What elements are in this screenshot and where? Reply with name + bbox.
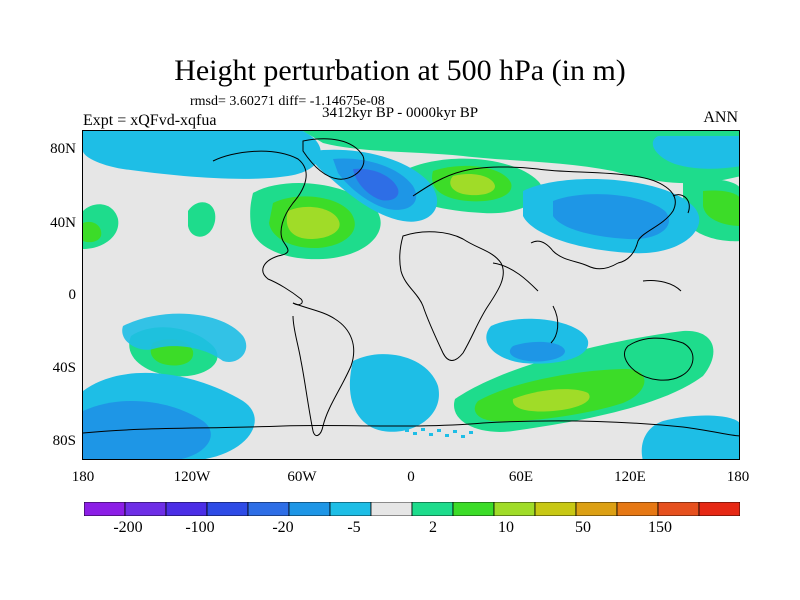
colorbar-swatch xyxy=(616,502,659,516)
speckle-noise xyxy=(405,428,473,438)
lon-label-60e: 60E xyxy=(508,469,534,485)
season-label: ANN xyxy=(703,109,738,126)
lon-label-120e: 120E xyxy=(614,469,646,485)
lon-label-120w: 120W xyxy=(173,469,211,485)
colorbar xyxy=(84,502,740,516)
colorbar-swatch xyxy=(288,502,331,516)
colorbar-label: 2 xyxy=(429,519,437,536)
colorbar-label: 10 xyxy=(498,519,514,536)
negative-anomaly-regions xyxy=(83,136,739,459)
colorbar-label: 50 xyxy=(575,519,591,536)
map-panel xyxy=(82,130,740,460)
lon-label-0: 0 xyxy=(407,469,415,485)
colorbar-swatch xyxy=(575,502,618,516)
period-label: 3412kyr BP - 0000kyr BP xyxy=(322,105,479,121)
lon-label-60w: 60W xyxy=(287,469,317,485)
plot-title: Height perturbation at 500 hPa (in m) xyxy=(174,54,626,87)
colorbar-swatch xyxy=(452,502,495,516)
lat-label-40s: 40S xyxy=(52,360,76,376)
colorbar-swatch xyxy=(247,502,290,516)
colorbar-swatch xyxy=(165,502,208,516)
lat-label-80s: 80S xyxy=(52,433,76,449)
colorbar-swatch xyxy=(534,502,577,516)
lat-label-equator: 0 xyxy=(68,287,77,303)
colorbar-swatch xyxy=(206,502,249,516)
colorbar-label: -100 xyxy=(185,519,215,536)
coastlines xyxy=(83,138,739,437)
colorbar-swatch xyxy=(124,502,167,516)
colorbar-swatch xyxy=(411,502,454,516)
lon-label-180e: 180 xyxy=(726,469,750,485)
colorbar-swatch xyxy=(657,502,700,516)
colorbar-swatch xyxy=(329,502,372,516)
colorbar-swatch xyxy=(493,502,536,516)
contour-map xyxy=(83,131,739,459)
positive-anomaly-regions xyxy=(83,131,739,432)
lat-label-80n: 80N xyxy=(50,141,76,157)
colorbar-label: -5 xyxy=(347,519,361,536)
experiment-label: Expt = xQFvd-xqfua xyxy=(83,112,217,129)
lon-label-180w: 180 xyxy=(71,469,95,485)
lat-label-40n: 40N xyxy=(50,215,76,231)
colorbar-label: -20 xyxy=(272,519,294,536)
colorbar-swatch xyxy=(370,502,413,516)
colorbar-swatch xyxy=(698,502,740,516)
colorbar-swatch xyxy=(84,502,126,516)
colorbar-label: -200 xyxy=(113,519,143,536)
stats-text: rmsd= 3.60271 diff= -1.14675e-08 xyxy=(190,94,385,109)
colorbar-label: 150 xyxy=(648,519,672,536)
